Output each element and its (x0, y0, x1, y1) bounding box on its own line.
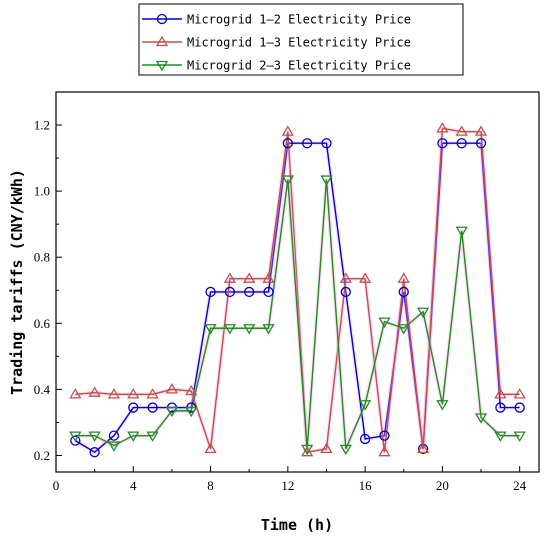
series-2-point (185, 384, 198, 396)
legend-box (138, 3, 464, 76)
series-2-point (107, 388, 121, 399)
series-2-point (165, 383, 179, 394)
y-axis: 0.2 0.4 0.6 0.8 1.0 1.2 (34, 91, 62, 463)
series-2-point (320, 442, 333, 454)
series-3-point (455, 226, 468, 238)
series-2-point (513, 388, 526, 399)
series-3-point (397, 324, 410, 335)
series-1-point (514, 402, 525, 413)
series-2-point (127, 388, 140, 399)
y-axis-title: Trading tariffs (CNY/kWh) (8, 169, 26, 395)
x-tick-label: 12 (281, 478, 294, 493)
series-3-point (204, 324, 217, 335)
y-tick-label: 1.2 (34, 118, 50, 133)
series-2-point (416, 442, 430, 454)
series-3-point (494, 431, 507, 442)
series-2-point (69, 388, 82, 399)
series-3-point (339, 444, 352, 456)
y-tick-label: 0.6 (34, 316, 51, 331)
series-3-point (416, 307, 430, 319)
series-3-point (358, 400, 372, 411)
series-3-point (513, 431, 526, 442)
series-line-1 (74, 142, 520, 454)
series-2-point (243, 272, 256, 283)
series-3-point (185, 406, 198, 418)
axes: 0 4 8 12 16 20 24 0.20.40.60.81.01.2 Time (h) … (8, 91, 527, 534)
series-3-point (107, 441, 121, 452)
series-3-point (127, 431, 140, 442)
series-3-point (281, 175, 294, 186)
series-1-point (147, 402, 158, 413)
x-tick-label: 8 (207, 478, 214, 493)
series-3-point (301, 444, 314, 456)
series-1-point (205, 286, 216, 298)
series-3-point (436, 400, 449, 411)
legend: Microgrid 1—2 Electricity Price Microgrid… (138, 3, 464, 76)
series-1-point (321, 138, 332, 149)
series-2-point (358, 272, 372, 283)
legend-label-2: Microgrid 1—3 Electricity Price (187, 36, 411, 50)
series-2-point (494, 388, 507, 399)
series-3-point (243, 324, 256, 335)
series-1-point (128, 402, 139, 413)
series-2-point (146, 388, 159, 399)
series-1-point (70, 435, 81, 446)
legend-label-3: Microgrid 2—3 Electricity Price (187, 59, 411, 73)
series-2-point (436, 122, 449, 133)
legend-marker-2 (155, 35, 169, 47)
series-1-point (263, 286, 274, 298)
series-3-point (474, 413, 488, 424)
series-2-point (339, 272, 352, 283)
series-3-point (69, 431, 82, 442)
plot-area (55, 91, 540, 473)
y-tick-label: 1.0 (34, 184, 50, 199)
series-2-point (397, 272, 410, 283)
series-3-point (378, 317, 391, 328)
series-2-point (223, 272, 237, 283)
plot-frame (55, 91, 540, 473)
x-axis: 0 4 8 12 16 20 24 (53, 466, 527, 493)
series-2-point (301, 445, 314, 457)
series-3-point (262, 324, 275, 335)
legend-label-1: Microgrid 1—2 Electricity Price (187, 13, 411, 27)
series-1-point (495, 402, 506, 413)
series-1-point (359, 433, 371, 445)
series-1-point (456, 138, 467, 149)
series-2-point (88, 386, 101, 397)
y-tick-label: 0.2 (34, 448, 50, 463)
legend-marker-1 (156, 13, 168, 25)
series-2-point (204, 442, 217, 454)
series-1-point (224, 286, 236, 298)
series-3-point (165, 406, 179, 418)
x-tick-label: 16 (359, 478, 373, 493)
series-1-point (244, 286, 255, 298)
series-3-point (223, 324, 237, 335)
series-1-point (282, 138, 293, 149)
series-1-point (398, 286, 409, 298)
x-axis-title: Time (h) (261, 516, 333, 534)
series-1-point (340, 286, 351, 298)
series-1-point (89, 447, 100, 458)
series-2-point (262, 272, 275, 283)
y-tick-label: 0.8 (34, 250, 50, 265)
x-tick-label: 20 (436, 478, 449, 493)
series-1-point (475, 138, 487, 149)
series-1-point (302, 138, 313, 149)
x-tick-label: 24 (513, 478, 527, 493)
y-tick-label: 0.4 (34, 382, 51, 397)
legend-marker-3 (155, 60, 169, 72)
series-2-point (378, 445, 391, 457)
series-3-point (88, 431, 101, 442)
series-1-point (437, 138, 448, 149)
series-3-point (146, 431, 159, 442)
x-tick-label: 0 (53, 478, 60, 493)
series-3-point (320, 175, 333, 186)
series-1-point (108, 430, 120, 441)
x-tick-label: 4 (130, 478, 137, 493)
series-2-point (474, 125, 488, 136)
series-2-point (281, 125, 294, 136)
series-1-point (379, 430, 390, 441)
series-2-point (455, 125, 468, 136)
